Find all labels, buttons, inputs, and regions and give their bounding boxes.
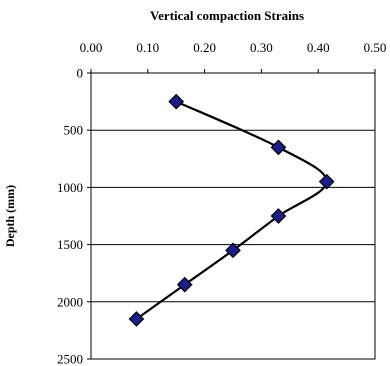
y-tick-label-1: 500	[64, 123, 84, 138]
x-tick-label-0: 0.00	[80, 40, 103, 55]
y-axis-label: Depth (mm)	[3, 185, 17, 247]
series	[128, 93, 335, 327]
x-tick-label-3: 0.30	[250, 40, 273, 55]
x-axis: 0.00 0.10 0.20 0.30 0.40 0.50	[80, 40, 387, 73]
data-point-4	[225, 242, 241, 259]
grid	[91, 129, 375, 303]
plot-frame	[90, 72, 376, 360]
y-axis: 0 500 1000 1500 2000 2500	[57, 66, 91, 366]
chart-title: Vertical compaction Strains	[150, 8, 304, 23]
y-tick-label-5: 2500	[57, 352, 83, 366]
data-point-5	[176, 276, 193, 293]
data-point-3	[270, 208, 287, 224]
x-tick-label-2: 0.20	[193, 40, 216, 55]
y-tick-label-0: 0	[77, 66, 84, 81]
data-point-0	[168, 93, 185, 110]
data-point-6	[128, 311, 145, 327]
series-line-0	[135, 100, 328, 320]
data-point-2	[318, 173, 335, 190]
x-tick-label-5: 0.50	[364, 40, 387, 55]
data-point-1	[270, 139, 287, 156]
y-tick-label-4: 2000	[57, 294, 83, 309]
x-tick-label-4: 0.40	[307, 40, 330, 55]
y-tick-label-3: 1500	[57, 237, 83, 252]
y-tick-label-2: 1000	[57, 180, 83, 195]
x-tick-label-1: 0.10	[136, 40, 159, 55]
